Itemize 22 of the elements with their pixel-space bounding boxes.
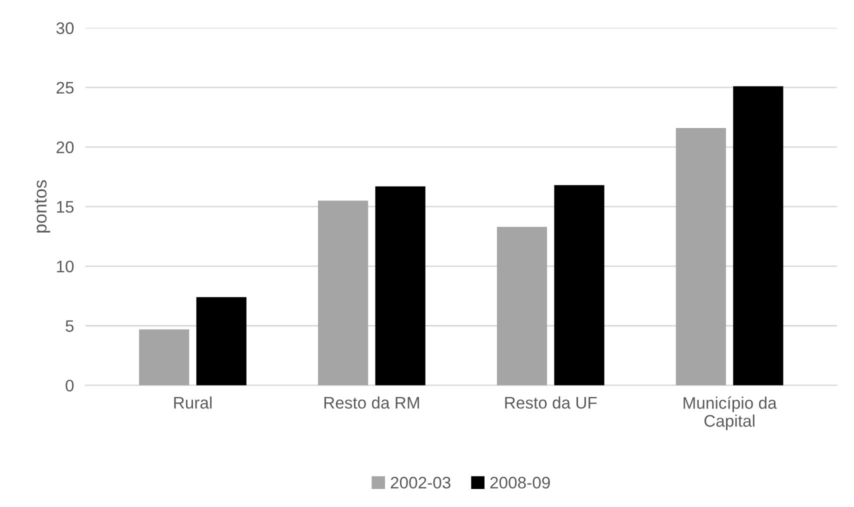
x-tick-label: Município da Capital (684, 396, 777, 430)
x-tick-label: Rural (174, 396, 212, 409)
y-tick-label: 10 (57, 260, 74, 272)
y-tick-label: 15 (57, 201, 74, 213)
y-tick-label: 0 (66, 380, 74, 392)
y-axis-title: pontos (34, 180, 50, 233)
bar (196, 297, 246, 386)
y-tick-label: 20 (56, 141, 74, 154)
bar (733, 86, 784, 386)
y-tick-label: 30 (56, 22, 74, 34)
bar (496, 226, 548, 386)
bar (554, 185, 604, 386)
x-tick-label: Resto da UF (505, 396, 597, 409)
bar (139, 329, 190, 386)
bar (318, 200, 368, 386)
x-tick-label: Resto da RM (324, 396, 419, 409)
bar (375, 186, 426, 386)
y-tick-label: 5 (66, 320, 74, 332)
legend-label: 2008-09 (490, 476, 550, 489)
y-tick-label: 25 (56, 82, 74, 94)
bar (676, 128, 726, 386)
legend-label: 2002-03 (390, 476, 450, 489)
